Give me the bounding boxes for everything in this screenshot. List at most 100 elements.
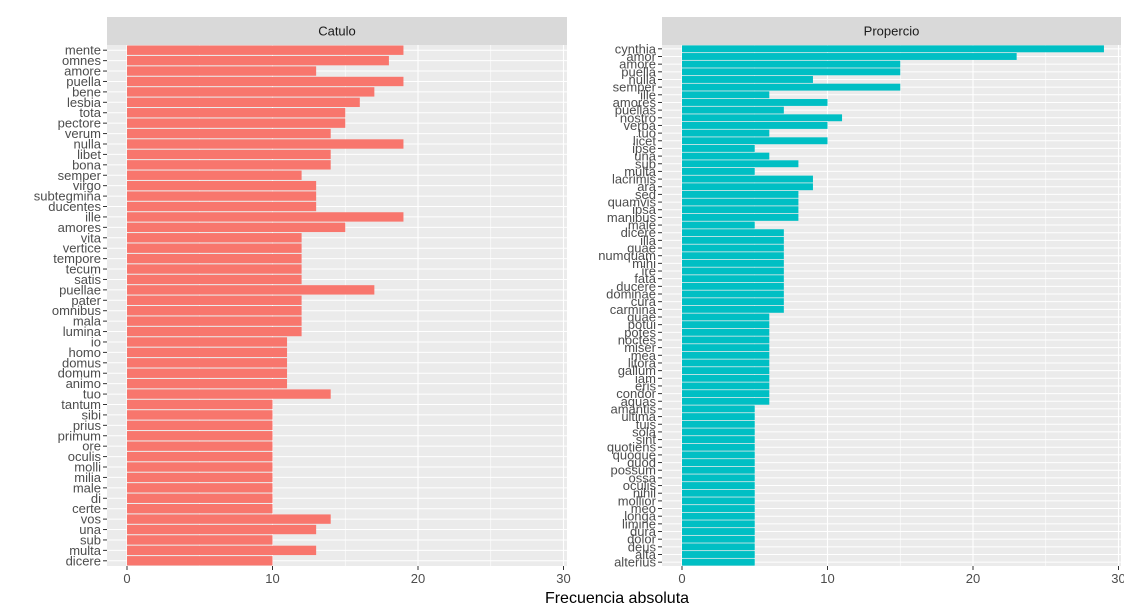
bar xyxy=(127,337,288,347)
bar xyxy=(682,374,770,382)
y-tick-label: prius xyxy=(73,418,102,433)
y-tick-label: oculis xyxy=(623,478,657,493)
y-tick-label: sub xyxy=(80,532,101,547)
y-tick-label: semper xyxy=(613,80,657,95)
bar xyxy=(127,378,288,389)
bar xyxy=(127,243,302,253)
y-tick-label: mea xyxy=(631,348,657,363)
y-tick-label: una xyxy=(79,522,101,537)
y-tick-label: vos xyxy=(81,512,102,527)
bar xyxy=(682,244,784,252)
bar xyxy=(682,290,784,298)
y-tick-label: una xyxy=(634,149,656,164)
bar xyxy=(682,152,770,160)
y-tick-label: quae xyxy=(627,241,656,256)
y-tick-label: amore xyxy=(619,57,656,72)
y-tick-label: di xyxy=(91,491,101,506)
bar xyxy=(127,191,317,201)
y-tick-label: alta xyxy=(635,547,657,562)
y-tick-label: amantis xyxy=(610,401,656,416)
y-tick-label: eris xyxy=(635,378,656,393)
x-tick-label: 0 xyxy=(678,571,685,586)
bar xyxy=(127,212,404,222)
bar xyxy=(682,267,784,275)
y-tick-label: quod xyxy=(627,455,656,470)
y-tick-label: puella xyxy=(621,64,656,79)
bar xyxy=(682,129,770,137)
y-tick-label: domus xyxy=(62,355,102,370)
y-tick-label: deus xyxy=(628,539,657,554)
y-tick-label: sibi xyxy=(81,407,101,422)
bar xyxy=(682,528,755,535)
bar xyxy=(127,76,404,87)
bar xyxy=(682,428,755,436)
panel-catulo: Catulo 0 10 20 30 menteomnesamorepuellabenele… xyxy=(34,17,571,586)
bar xyxy=(127,504,273,514)
y-tick-label: nostro xyxy=(620,110,656,125)
y-tick-label: ducentes xyxy=(48,199,101,214)
y-tick-label: dolor xyxy=(627,532,657,547)
y-tick-label: aquas xyxy=(621,394,657,409)
y-tick-label: mente xyxy=(65,43,101,58)
y-tick-label: sola xyxy=(632,424,657,439)
y-tick-label: alterius xyxy=(614,555,656,570)
bar xyxy=(127,420,273,431)
bar xyxy=(127,524,317,535)
bar xyxy=(127,170,302,180)
y-tick-label: lumina xyxy=(63,324,102,339)
y-tick-label: nulla xyxy=(629,72,657,87)
bar xyxy=(127,483,273,493)
bar xyxy=(682,436,755,444)
y-tick-label: amor xyxy=(626,49,656,64)
y-tick-label: sint xyxy=(636,432,657,447)
y-tick-label: iam xyxy=(635,371,656,386)
y-tick-label: nulla xyxy=(74,136,102,151)
y-tick-label: mala xyxy=(73,314,102,329)
y-tick-label: tuo xyxy=(638,126,656,141)
bar xyxy=(682,489,755,497)
bar xyxy=(682,474,755,482)
y-tick-label: condor xyxy=(616,386,656,401)
y-tick-label: ara xyxy=(637,179,657,194)
y-tick-label: ore xyxy=(82,439,101,454)
bar xyxy=(127,222,346,233)
bar xyxy=(682,451,755,459)
y-tick-label: cura xyxy=(631,294,657,309)
y-tick-label: tuo xyxy=(83,387,101,402)
bar xyxy=(127,545,317,556)
y-tick-label: ducere xyxy=(616,279,656,294)
bar xyxy=(127,264,302,274)
bar xyxy=(127,326,302,337)
bar xyxy=(682,382,770,390)
y-tick-label: satis xyxy=(74,272,101,287)
facet-strip xyxy=(107,17,567,45)
y-tick-label: verba xyxy=(623,118,656,133)
bar xyxy=(682,298,784,306)
y-tick-label: dicere xyxy=(621,225,656,240)
y-tick-label: io xyxy=(91,334,101,349)
bar xyxy=(682,520,755,528)
y-tick-label: quotiens xyxy=(607,440,657,455)
x-tick-label: 0 xyxy=(123,571,130,586)
y-tick-label: meo xyxy=(631,501,656,516)
y-tick-label: mollior xyxy=(618,493,657,508)
y-tick-label: multa xyxy=(624,164,657,179)
bar xyxy=(682,405,755,413)
bar xyxy=(127,451,273,462)
bar xyxy=(127,441,273,451)
bar xyxy=(682,420,755,428)
bar xyxy=(682,367,770,375)
bar xyxy=(682,106,784,114)
bar xyxy=(127,233,302,243)
bar xyxy=(127,97,360,107)
bar xyxy=(682,344,770,352)
y-tick-label: litora xyxy=(628,355,657,370)
y-tick-label: sub xyxy=(635,156,656,171)
y-tick-label: quamvis xyxy=(608,195,657,210)
y-tick-label: virgo xyxy=(73,178,101,193)
y-tick-label: quae xyxy=(627,309,656,324)
y-tick-label: lacrimis xyxy=(612,172,657,187)
bar xyxy=(682,144,755,152)
y-tick-label: puellas xyxy=(615,103,657,118)
